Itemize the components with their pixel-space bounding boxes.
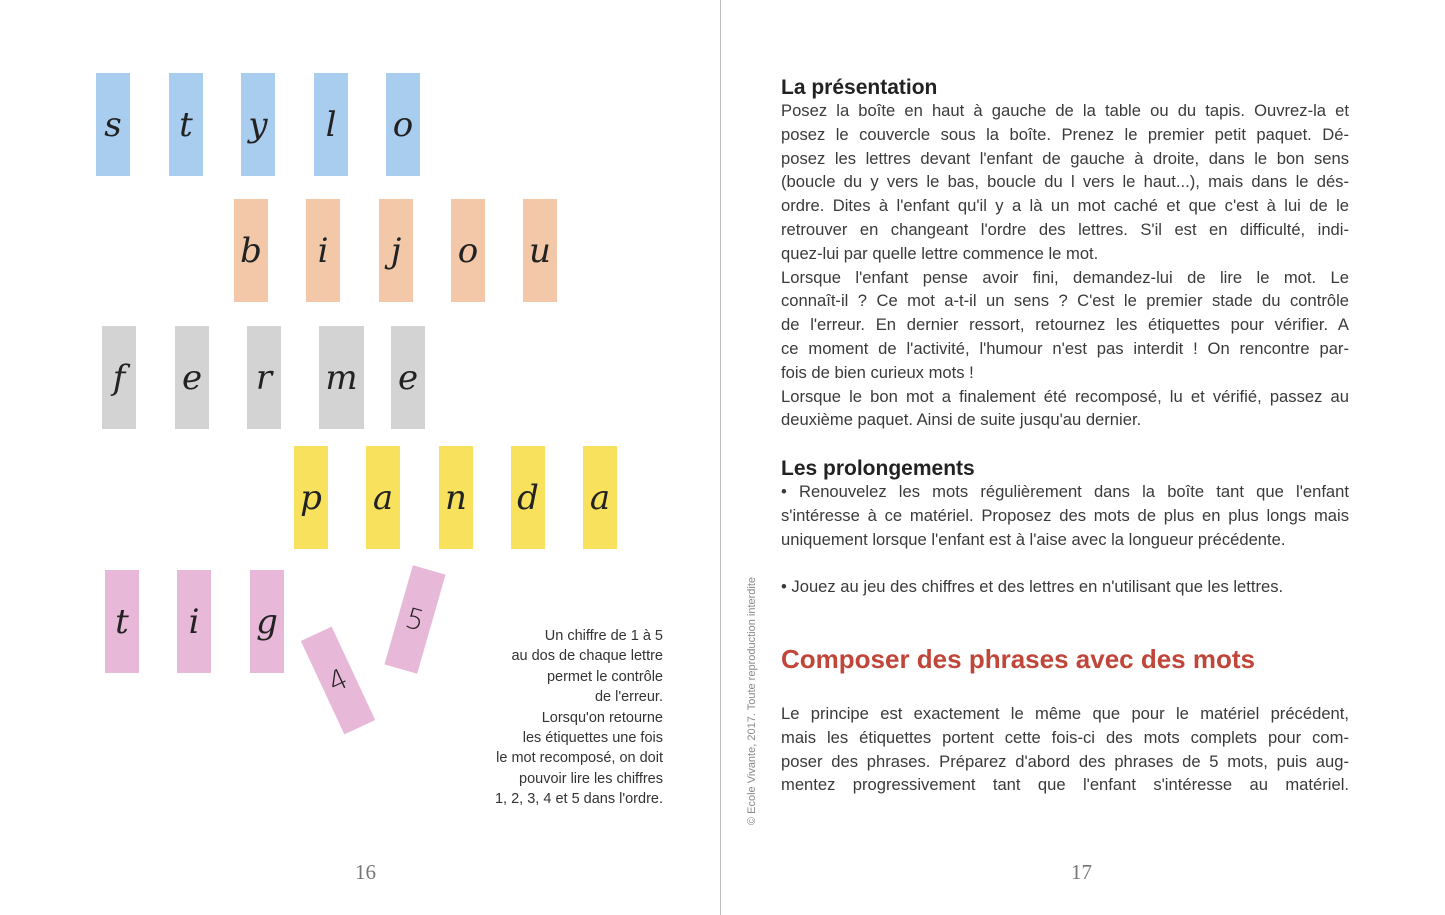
letter-card-u: u bbox=[523, 199, 557, 302]
letter-card-g: g bbox=[250, 570, 284, 673]
caption-line: le mot recomposé, on doit bbox=[496, 750, 663, 767]
paragraph-line: retrouver en changeant l'ordre des lettr… bbox=[781, 219, 1349, 239]
caption-line: 1, 2, 3, 4 et 5 dans l'ordre. bbox=[494, 791, 663, 808]
paragraph-line: fois de bien curieux mots ! bbox=[781, 362, 974, 382]
paragraph-line: de l'erreur. En dernier ressort, retourn… bbox=[781, 315, 1349, 335]
paragraph-line: deuxième paquet. Ainsi de suite jusqu'au… bbox=[781, 410, 1142, 430]
caption-line: pouvoir lire les chiffres bbox=[519, 770, 663, 787]
letter-card-o: o bbox=[451, 199, 485, 302]
paragraph-line: ordre. Dites à l'enfant qu'il y a là un … bbox=[781, 196, 1349, 216]
paragraph-line: uniquement lorsque l'enfant est à l'aise… bbox=[781, 529, 1286, 549]
letter-card-j: j bbox=[379, 199, 413, 302]
letter-card-i: i bbox=[177, 570, 211, 673]
paragraph-line: quez-lui par quelle lettre commence le m… bbox=[781, 243, 1099, 263]
letter-card-a: a bbox=[366, 446, 400, 549]
paragraph-line: posez les lettres devant l'enfant de gau… bbox=[781, 148, 1349, 168]
section-title: Les prolongements bbox=[781, 457, 975, 480]
letter-card-t: t bbox=[105, 570, 139, 673]
paragraph-line: posez le couvercle sous la boîte. Prenez… bbox=[781, 124, 1349, 144]
photo-caption: Un chiffre de 1 à 5 au dos de chaque lett… bbox=[495, 626, 663, 810]
paragraph-line: (boucle du y vers le bas, boucle du l ve… bbox=[781, 172, 1349, 192]
caption-line: de l'erreur. bbox=[594, 689, 663, 706]
number-card-5: 5 bbox=[384, 565, 446, 674]
paragraph-line: Le principe est exactement le même que p… bbox=[781, 704, 1349, 723]
letter-card-i: i bbox=[306, 199, 340, 302]
letter-card-m: m bbox=[319, 326, 364, 429]
paragraph-line: mentez progressivement tant que l'enfant… bbox=[781, 775, 1349, 795]
caption-line: les étiquettes une fois bbox=[522, 730, 663, 747]
page-number-left: 16 bbox=[355, 860, 376, 884]
paragraph-line: poser des phrases. Préparez d'abord des … bbox=[781, 751, 1349, 771]
paragraph-line: • Renouvelez les mots régulièrement dans… bbox=[781, 482, 1349, 501]
paragraph-line: • Jouez au jeu des chiffres et des lettr… bbox=[781, 577, 1284, 597]
letter-card-l: l bbox=[314, 73, 348, 176]
paragraph-line: Lorsque l'enfant pense avoir fini, deman… bbox=[781, 267, 1349, 287]
section-phrases: Composer des phrases avec des mots Le pr… bbox=[781, 644, 1349, 797]
page-divider bbox=[720, 0, 721, 915]
letter-card-t: t bbox=[169, 73, 203, 176]
paragraph-line: connaît-il ? Ce mot a-t-il un sens ? C'e… bbox=[781, 291, 1349, 311]
caption-line: Lorsqu'on retourne bbox=[541, 709, 663, 726]
letter-card-r: r bbox=[247, 326, 281, 429]
section-prolongements: Les prolongements • Renouvelez les mots … bbox=[781, 457, 1349, 599]
paragraph-line: s'intéresse à ce matériel. Proposez des … bbox=[781, 505, 1349, 525]
letter-card-b: b bbox=[234, 199, 268, 302]
letter-card-e: e bbox=[391, 326, 425, 429]
caption-line: Un chiffre de 1 à 5 bbox=[544, 628, 663, 644]
number-card-4: 4 bbox=[300, 626, 376, 735]
letter-card-n: n bbox=[439, 446, 473, 549]
copyright-notice: © Ecole Vivante, 2017. Toute reproductio… bbox=[746, 576, 758, 825]
caption-line: permet le contrôle bbox=[546, 668, 663, 685]
paragraph-line: Lorsque le bon mot a finalement été reco… bbox=[781, 386, 1349, 406]
letter-card-a: a bbox=[583, 446, 617, 549]
paragraph-line: mais les étiquettes portent cette fois-c… bbox=[781, 727, 1349, 747]
letter-card-f: f bbox=[102, 326, 136, 429]
section-presentation: La présentation Posez la boîte en haut à… bbox=[781, 76, 1349, 432]
caption-line: au dos de chaque lettre bbox=[511, 648, 663, 665]
paragraph-line: Posez la boîte en haut à gauche de la ta… bbox=[781, 101, 1349, 120]
letter-card-y: y bbox=[241, 73, 275, 176]
letter-card-p: p bbox=[294, 446, 328, 549]
letter-card-d: d bbox=[511, 446, 545, 549]
letter-card-o: o bbox=[386, 73, 420, 176]
page-number-right: 17 bbox=[1071, 860, 1092, 884]
chapter-title: Composer des phrases avec des mots bbox=[781, 644, 1255, 674]
letter-card-s: s bbox=[96, 73, 130, 176]
section-title: La présentation bbox=[781, 76, 938, 99]
letter-card-e: e bbox=[175, 326, 209, 429]
paragraph-line: ce moment de l'activité, l'humour n'est … bbox=[781, 338, 1349, 358]
